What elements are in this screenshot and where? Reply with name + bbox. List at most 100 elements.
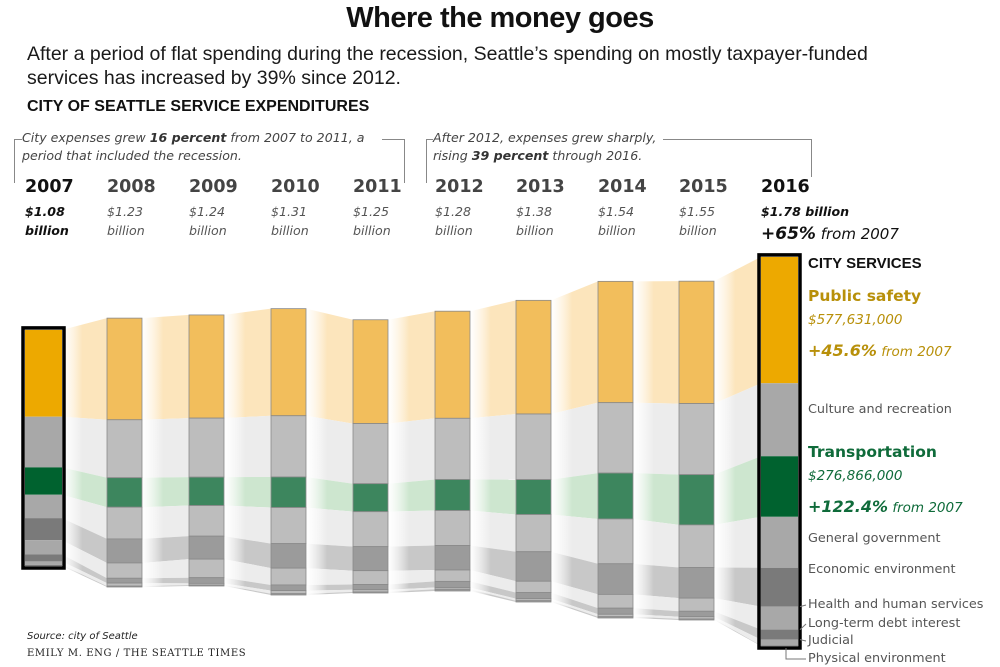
bar-segment-transportation-2008: [106, 477, 143, 508]
bar-segment-physical-2007: [25, 564, 62, 566]
flow-debt-2008-2009: [142, 577, 189, 584]
bar-segment-transportation-2007: [25, 467, 62, 495]
flow-economic-2015-2016: [714, 567, 761, 607]
legend-public-safety-amount: $577,631,000: [808, 312, 903, 328]
bar-segment-debt-2011: [352, 584, 389, 591]
credit-line: EMILY M. ENG / THE SEATTLE TIMES: [27, 648, 247, 659]
flow-culture-2012-2013: [470, 414, 516, 480]
bar-segment-debt-2015: [678, 610, 715, 618]
total-label-2012: $1.28 billion: [435, 204, 473, 238]
flow-culture-2014-2015: [633, 402, 679, 475]
bar-segment-physical-2013: [515, 600, 552, 603]
bar-segment-judicial-2007: [25, 561, 62, 565]
flow-general-2015-2016: [714, 516, 761, 568]
annotation-left: City expenses grew 16 percent from 2007 …: [22, 129, 382, 165]
bar-segment-economic-2015: [678, 567, 715, 599]
bar-segment-transportation-2012: [434, 479, 471, 511]
leader-line-health: [799, 604, 807, 608]
year-label-2012: 2012: [435, 177, 486, 197]
flow-economic-2010-2011: [306, 543, 353, 571]
flow-public_safety-2012-2013: [470, 300, 516, 419]
legend-public-safety-pct: +45.6% from 2007: [808, 341, 952, 360]
bar-segment-physical-2012: [434, 588, 471, 592]
annotation-left-post: from 2007 to 2011, a period that include…: [22, 130, 365, 163]
bar-segment-health-2014: [597, 593, 634, 609]
bar-segment-culture-2012: [434, 417, 471, 480]
flow-culture-2008-2009: [142, 418, 189, 478]
flow-public_safety-2013-2014: [551, 281, 598, 415]
flow-culture-2011-2012: [388, 418, 435, 484]
bar-segment-economic-2013: [515, 551, 552, 582]
total-label-2014: $1.54 billion: [598, 204, 636, 238]
flow-physical-2010-2011: [306, 591, 353, 595]
flow-public_safety-2008-2009: [142, 314, 189, 420]
flow-transportation-2010-2011: [306, 476, 353, 512]
flow-debt-2011-2012: [388, 581, 435, 590]
bar-segment-economic-2010: [270, 543, 307, 569]
bar-segment-health-2013: [515, 580, 552, 594]
year-label-2010: 2010: [271, 177, 322, 197]
bar-segment-transportation-2009: [188, 476, 225, 506]
total-label-2011: $1.25 billion: [353, 204, 391, 238]
flow-culture-2013-2014: [551, 402, 598, 480]
chart-subtitle: After a period of flat spending during t…: [27, 43, 868, 89]
flow-debt-2009-2010: [224, 577, 271, 591]
flow-physical-2013-2014: [551, 600, 598, 618]
flow-culture-2015-2016: [714, 383, 761, 475]
flow-culture-2009-2010: [224, 415, 271, 478]
bar-segment-culture-2008: [106, 419, 143, 479]
growth-label: +65% from 2007: [761, 224, 899, 244]
flow-debt-2007-2008: [62, 554, 107, 584]
source-note: Source: city of Seattle: [27, 631, 138, 642]
bar-segment-health-2009: [188, 558, 225, 579]
leader-line-judicial: [799, 639, 807, 642]
flow-transportation-2007-2008: [62, 467, 107, 508]
annotation-left-bold: 16 percent: [149, 130, 227, 145]
total-label-2008: $1.23 billion: [107, 204, 145, 238]
flow-public_safety-2011-2012: [388, 311, 435, 424]
bar-segment-debt-2007: [25, 554, 62, 562]
annotation-left-pre: City expenses grew: [22, 130, 150, 145]
total-label-2007: $1.08 billion: [25, 204, 69, 238]
bar-segment-health-2011: [352, 570, 389, 585]
flow-health-2009-2010: [224, 559, 271, 585]
flow-transportation-2012-2013: [470, 479, 516, 515]
legend-public-safety-pct-value: +45.6%: [808, 341, 877, 360]
flow-judicial-2012-2013: [470, 587, 516, 601]
flow-debt-2013-2014: [551, 592, 598, 615]
legend-health: Health and human services: [808, 597, 984, 612]
total-label-2009: $1.24 billion: [189, 204, 227, 238]
flow-transportation-2009-2010: [224, 476, 271, 508]
flow-transportation-2008-2009: [142, 477, 189, 508]
bar-segment-physical-2016: [761, 645, 798, 647]
flow-general-2009-2010: [224, 505, 271, 544]
bar-segment-physical-2008: [106, 585, 143, 588]
flow-transportation-2011-2012: [388, 479, 435, 512]
flow-general-2007-2008: [62, 494, 107, 539]
flow-economic-2013-2014: [551, 551, 598, 595]
bar-segment-economic-2008: [106, 538, 143, 564]
flow-economic-2009-2010: [224, 536, 271, 569]
flow-general-2012-2013: [470, 510, 516, 552]
legend-transportation-amount: $276,866,000: [808, 468, 903, 484]
chart-title: Where the money goes: [346, 2, 654, 34]
annotation-right-pre: After 2012, expenses grew sharply, risin…: [433, 130, 657, 163]
bar-segment-debt-2013: [515, 592, 552, 600]
flow-general-2013-2014: [551, 514, 598, 564]
annotation-right-post: through 2016.: [548, 148, 643, 163]
flow-general-2010-2011: [306, 507, 353, 547]
flow-health-2008-2009: [142, 559, 189, 579]
bar-segment-public_safety-2013: [515, 299, 552, 415]
bar-segment-public_safety-2008: [106, 317, 143, 421]
legend-transportation-pct-value: +122.4%: [808, 497, 889, 516]
legend-transportation-pct: +122.4% from 2007: [808, 497, 963, 516]
bar-segment-physical-2010: [270, 593, 307, 596]
highlight-frame-2007: [21, 326, 66, 570]
bar-segment-general-2010: [270, 507, 307, 545]
year-label-2015: 2015: [679, 177, 730, 197]
bar-segment-economic-2007: [25, 518, 62, 541]
bar-segment-debt-2014: [597, 607, 634, 615]
bar-segment-public_safety-2014: [597, 280, 634, 404]
bar-segment-economic-2016: [761, 567, 798, 607]
